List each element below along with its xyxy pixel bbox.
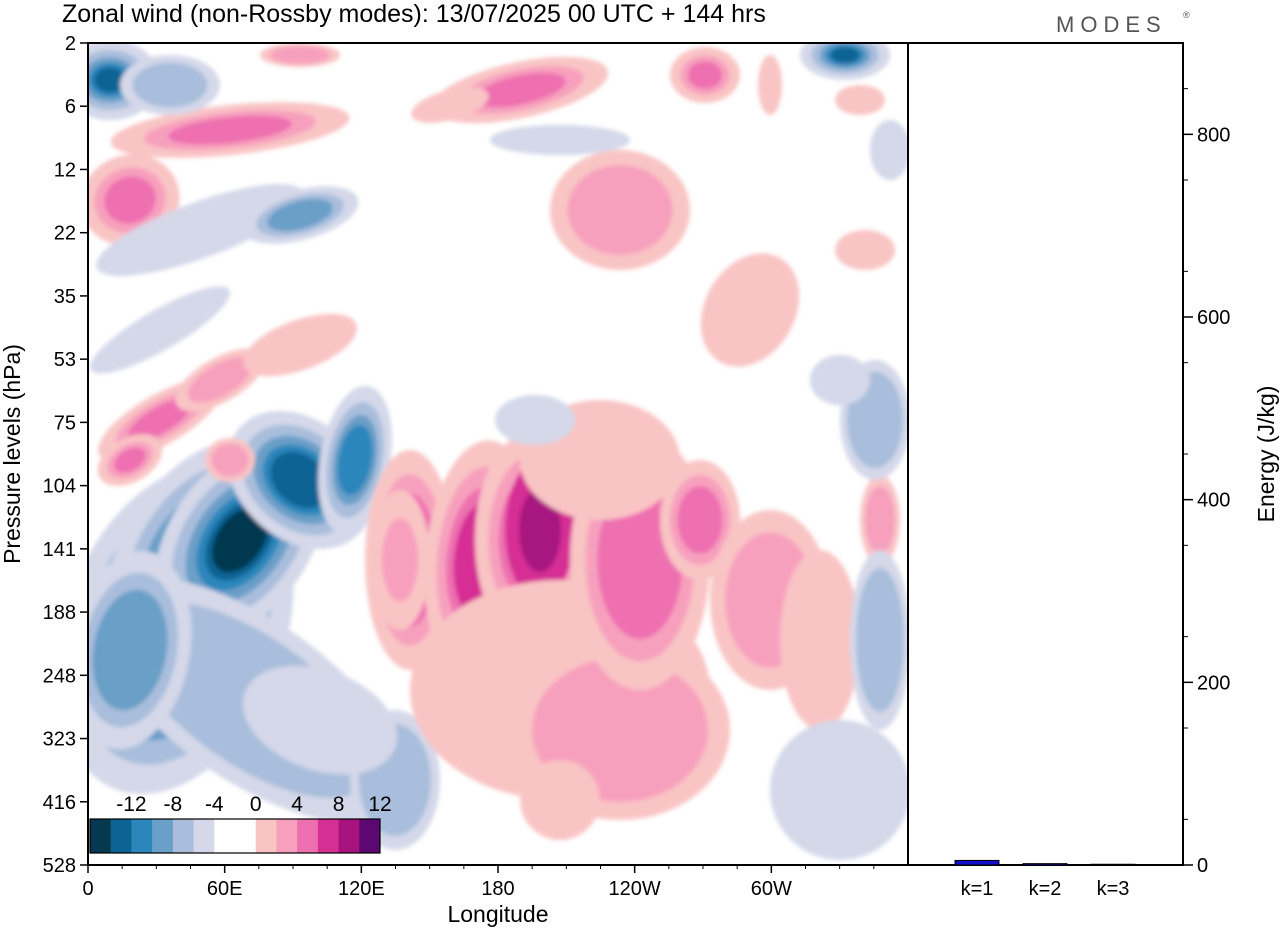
y-tick-label-1: 6	[65, 96, 76, 118]
colorbar-swatch-3	[152, 819, 174, 853]
y-tick-label-9: 188	[43, 602, 76, 624]
y-tick-label-10: 248	[43, 665, 76, 687]
colorbar-swatch-6	[214, 819, 236, 853]
colorbar-swatch-8	[255, 819, 277, 853]
energy-bar-label-2: k=3	[1097, 878, 1130, 900]
y-tick-label-8: 141	[43, 539, 76, 561]
y-tick-label-11: 323	[43, 729, 76, 751]
x-axis-label: Longitude	[447, 901, 548, 927]
colorbar-label-5: 8	[333, 793, 345, 816]
colorbar-swatch-4	[172, 819, 195, 853]
energy-tick-label-0: 0	[1197, 855, 1208, 877]
y-tick-label-13: 528	[43, 855, 76, 877]
colorbar-swatch-1	[110, 819, 132, 853]
colorbar-swatch-2	[131, 819, 153, 853]
colorbar-swatch-10	[297, 819, 319, 853]
y-tick-label-7: 104	[43, 476, 76, 498]
energy-tick-label-3: 600	[1197, 307, 1230, 329]
colorbar: -12 -8 -4 0 4 8 12	[89, 793, 392, 854]
registered-mark: ®	[1183, 10, 1190, 20]
x-tick-label-2: 120E	[338, 878, 385, 900]
colorbar-label-2: -4	[205, 793, 224, 816]
energy-panel-frame	[907, 42, 1184, 866]
colorbar-swatch-13	[359, 819, 381, 853]
colorbar-label-4: 4	[291, 793, 303, 816]
colorbar-swatch-5	[193, 819, 215, 853]
colorbar-swatch-7	[235, 819, 257, 853]
energy-bar-k=2	[1022, 863, 1068, 866]
x-tick-label-0: 0	[82, 878, 93, 900]
chart-title: Zonal wind (non-Rossby modes): 13/07/202…	[62, 0, 766, 28]
energy-axis-label: Energy (J/kg)	[1253, 386, 1279, 523]
y-tick-label-6: 75	[54, 412, 76, 434]
y-tick-label-2: 12	[54, 159, 76, 181]
y-tick-label-0: 2	[65, 33, 76, 55]
x-tick-label-4: 120W	[609, 878, 661, 900]
y-tick-label-4: 35	[54, 286, 76, 308]
colorbar-swatch-12	[338, 819, 360, 853]
x-axis: 0 60E 120E 180 120W 60W	[82, 865, 875, 900]
colorbar-label-6: 12	[368, 793, 391, 816]
energy-bars: k=1 k=2 k=3	[954, 859, 1136, 900]
contour-field	[88, 43, 908, 865]
energy-bar-k=3	[1090, 863, 1136, 866]
colorbar-swatch-0	[90, 819, 112, 853]
energy-bar-k=1	[954, 859, 1000, 866]
energy-axis: 0 200 400 600 800	[1183, 88, 1230, 877]
y-axis: 2 6 12 22 35 53 75 104 141 188 248 323 416 528	[43, 33, 88, 877]
x-tick-label-3: 180	[481, 878, 514, 900]
x-tick-label-1: 60E	[207, 878, 243, 900]
colorbar-swatch-11	[317, 819, 340, 853]
y-tick-label-5: 53	[54, 349, 76, 371]
x-tick-label-5: 60W	[751, 878, 792, 900]
y-axis-label: Pressure levels (hPa)	[0, 344, 25, 564]
energy-tick-label-4: 800	[1197, 124, 1230, 146]
energy-bar-label-0: k=1	[961, 878, 994, 900]
y-tick-label-12: 416	[43, 792, 76, 814]
colorbar-label-3: 0	[250, 793, 262, 816]
y-tick-label-3: 22	[54, 223, 76, 245]
colorbar-frame	[89, 818, 381, 854]
energy-tick-label-1: 200	[1197, 672, 1230, 694]
colorbar-label-1: -8	[164, 793, 183, 816]
colorbar-swatch-9	[276, 819, 298, 853]
colorbar-label-0: -12	[116, 793, 146, 816]
energy-bar-label-1: k=2	[1029, 878, 1062, 900]
energy-tick-label-2: 400	[1197, 490, 1230, 512]
modes-logo: MODES	[1056, 12, 1167, 37]
